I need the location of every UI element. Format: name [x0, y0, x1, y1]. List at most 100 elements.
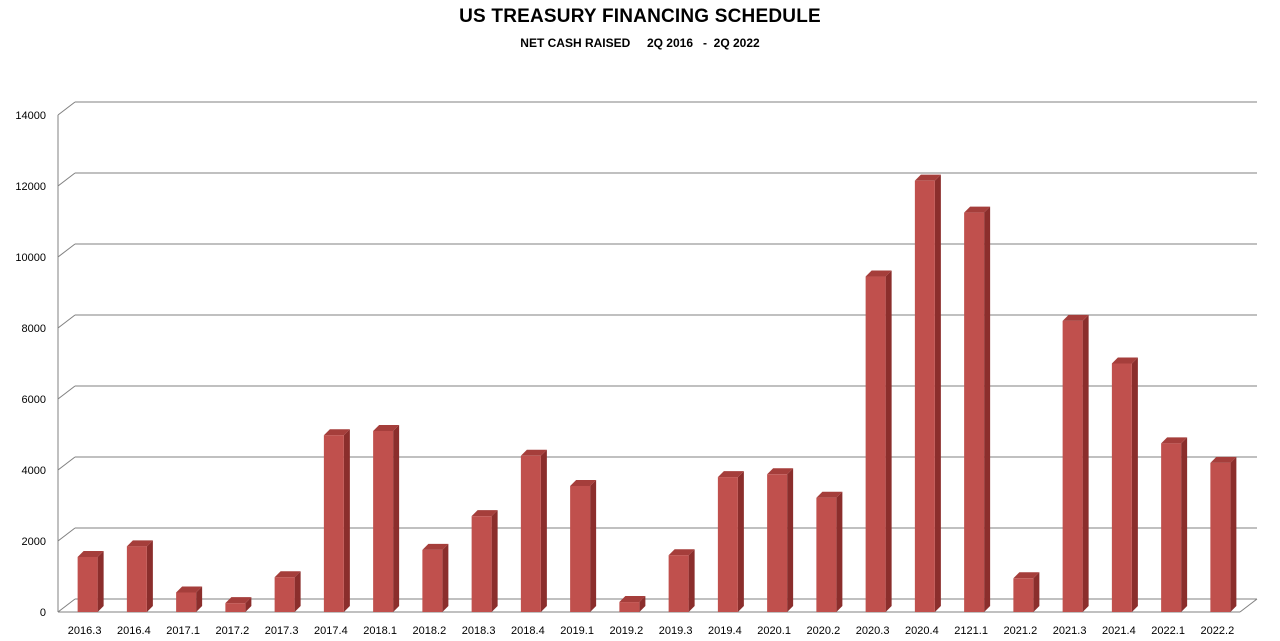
- bar-top: [1062, 314, 1089, 321]
- y-tick-label: 6000: [22, 394, 46, 406]
- x-tick-label: 2022.2: [1201, 625, 1235, 637]
- chart-title: US TREASURY FINANCING SCHEDULE: [459, 6, 821, 27]
- bar-top: [668, 549, 695, 556]
- bar-top: [1013, 572, 1040, 579]
- gridline-diagonal: [57, 101, 76, 116]
- y-tick-label: 0: [40, 607, 46, 619]
- bar-top: [471, 510, 498, 517]
- bar-top: [865, 270, 892, 277]
- gridline-diagonal: [57, 243, 76, 258]
- bar: [865, 270, 892, 612]
- bar-side: [1230, 456, 1237, 612]
- x-tick-label: 2018.1: [363, 625, 397, 637]
- bar-side: [590, 479, 597, 612]
- bar-side: [343, 429, 350, 612]
- bar-top: [422, 543, 449, 550]
- bar-front: [816, 497, 837, 612]
- bar: [176, 586, 203, 612]
- bar-top: [1111, 357, 1138, 364]
- chart-subtitle: NET CASH RAISED 2Q 2016 - 2Q 2022: [520, 36, 760, 50]
- bar-side: [196, 586, 203, 612]
- bar: [77, 550, 104, 612]
- bar-front: [422, 549, 443, 612]
- bar-front: [77, 556, 98, 612]
- bar-front: [1111, 363, 1132, 612]
- bar-side: [1033, 572, 1040, 612]
- bar-side: [934, 174, 941, 613]
- y-tick-label: 8000: [22, 323, 46, 335]
- bar: [274, 571, 301, 612]
- gridline-diagonal: [57, 456, 76, 471]
- bar-front: [225, 603, 246, 612]
- x-tick-label: 2019.4: [708, 625, 742, 637]
- bar-top: [520, 449, 547, 456]
- bar-top: [373, 424, 400, 431]
- bar: [1111, 357, 1138, 612]
- bar-side: [787, 468, 794, 612]
- x-axis: 2016.3 2016.4 2017.1 2017.2 2017.3 2017.4 2018…: [68, 625, 1234, 637]
- bar-front: [520, 455, 541, 612]
- x-tick-label: 2017.1: [166, 625, 200, 637]
- bar-side: [294, 571, 301, 612]
- x-tick-label: 2016.4: [117, 625, 151, 637]
- bar-front: [964, 212, 985, 612]
- bar-front: [1210, 462, 1231, 612]
- bar-front: [373, 430, 394, 612]
- bar-top: [1161, 437, 1188, 444]
- bar-front: [668, 555, 689, 612]
- gridline-diagonal: [57, 598, 76, 613]
- x-tick-label: 2020.4: [905, 625, 939, 637]
- bar-side: [984, 206, 991, 612]
- bar-top: [619, 596, 646, 603]
- bar-side: [540, 449, 547, 612]
- x-tick-label: 2020.3: [856, 625, 890, 637]
- bar-front: [471, 516, 492, 612]
- gridline-diagonal: [57, 527, 76, 542]
- bar-side: [836, 491, 843, 612]
- bar-top: [816, 491, 843, 498]
- x-tick-label: 2017.4: [314, 625, 348, 637]
- bar-side: [491, 510, 498, 612]
- bar-front: [1062, 320, 1083, 612]
- bar: [914, 174, 941, 613]
- bar-top: [176, 586, 203, 593]
- x-tick-label: 2020.2: [807, 625, 841, 637]
- bar-side: [442, 543, 449, 612]
- bar-top: [1210, 456, 1237, 463]
- bar-front: [176, 592, 197, 612]
- x-tick-label: 2121.1: [954, 625, 988, 637]
- y-tick-label: 4000: [22, 465, 46, 477]
- bar-top: [717, 471, 744, 478]
- x-tick-label: 2018.3: [462, 625, 496, 637]
- x-tick-label: 2019.2: [610, 625, 644, 637]
- y-tick-label: 14000: [15, 110, 46, 122]
- gridline-diagonal: [57, 385, 76, 400]
- bar-side: [639, 596, 646, 612]
- bar-front: [1013, 578, 1034, 612]
- gridlines: [57, 101, 1258, 613]
- bar: [1062, 314, 1089, 612]
- bar-top: [570, 479, 597, 486]
- y-tick-label: 2000: [22, 536, 46, 548]
- bar: [668, 549, 695, 612]
- floor-side-edge: [1239, 598, 1258, 613]
- x-tick-label: 2021.3: [1053, 625, 1087, 637]
- bar-side: [393, 424, 400, 612]
- bar-side: [97, 550, 104, 612]
- y-tick-label: 10000: [15, 252, 46, 264]
- bar-front: [717, 477, 738, 612]
- bar-side: [1181, 437, 1188, 612]
- x-tick-label: 2021.2: [1004, 625, 1038, 637]
- bar-front: [767, 474, 788, 612]
- x-tick-label: 2021.4: [1102, 625, 1136, 637]
- x-tick-label: 2017.2: [216, 625, 250, 637]
- bar-top: [274, 571, 301, 578]
- bar-front: [914, 180, 935, 613]
- y-axis: 0 2000 4000 6000 8000 10000 12000 14000: [15, 110, 59, 619]
- x-tick-label: 2019.1: [560, 625, 594, 637]
- bar: [1210, 456, 1237, 612]
- bar-top: [914, 174, 941, 181]
- bar-top: [767, 468, 794, 475]
- bar-side: [1131, 357, 1138, 612]
